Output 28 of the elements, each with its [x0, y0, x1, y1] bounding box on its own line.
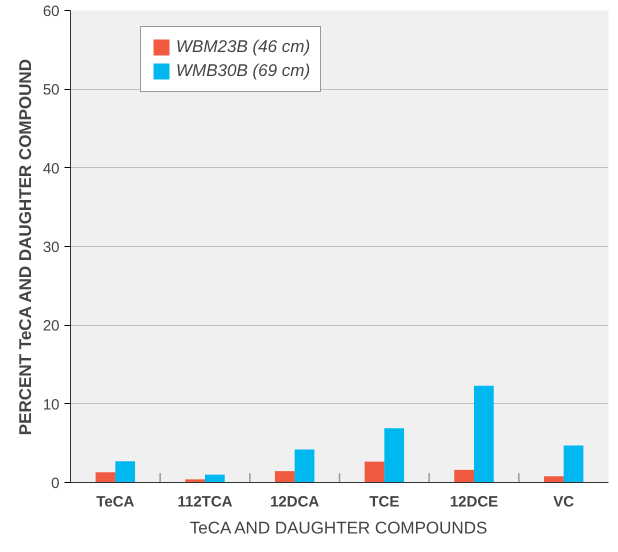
- bar: [115, 461, 136, 482]
- y-tick-label: 40: [42, 160, 60, 178]
- y-tick-label: 60: [42, 3, 60, 20]
- y-tick-label: 10: [42, 396, 60, 414]
- x-tick-label: VC: [553, 494, 574, 510]
- bar: [454, 470, 474, 482]
- x-tick-label: 12DCE: [450, 494, 498, 510]
- bar: [364, 462, 384, 482]
- x-tick-label: 12DCA: [270, 494, 320, 510]
- bar: [384, 428, 404, 482]
- bar: [274, 471, 295, 482]
- x-axis-title: TeCA AND DAUGHTER COMPOUNDS: [190, 518, 488, 538]
- x-tick-label: 112TCA: [177, 494, 233, 510]
- y-tick-label: 50: [42, 82, 60, 99]
- bar: [474, 386, 494, 482]
- x-tick-label: TeCA: [96, 494, 135, 510]
- y-axis-title: PERCENT TeCA AND DAUGHTER COMPOUND: [16, 59, 35, 436]
- legend-label: WMB30B (69 cm): [176, 61, 310, 81]
- bar: [564, 446, 584, 482]
- bar: [205, 474, 225, 482]
- y-tick-label: 20: [42, 318, 60, 335]
- y-tick-label: 30: [42, 239, 60, 256]
- legend-label: WBM23B (46 cm): [176, 37, 310, 57]
- bar: [294, 449, 314, 482]
- x-tick-label: TCE: [369, 494, 400, 510]
- y-tick-label: 0: [51, 475, 60, 492]
- bar: [96, 472, 116, 482]
- bar: [544, 476, 564, 482]
